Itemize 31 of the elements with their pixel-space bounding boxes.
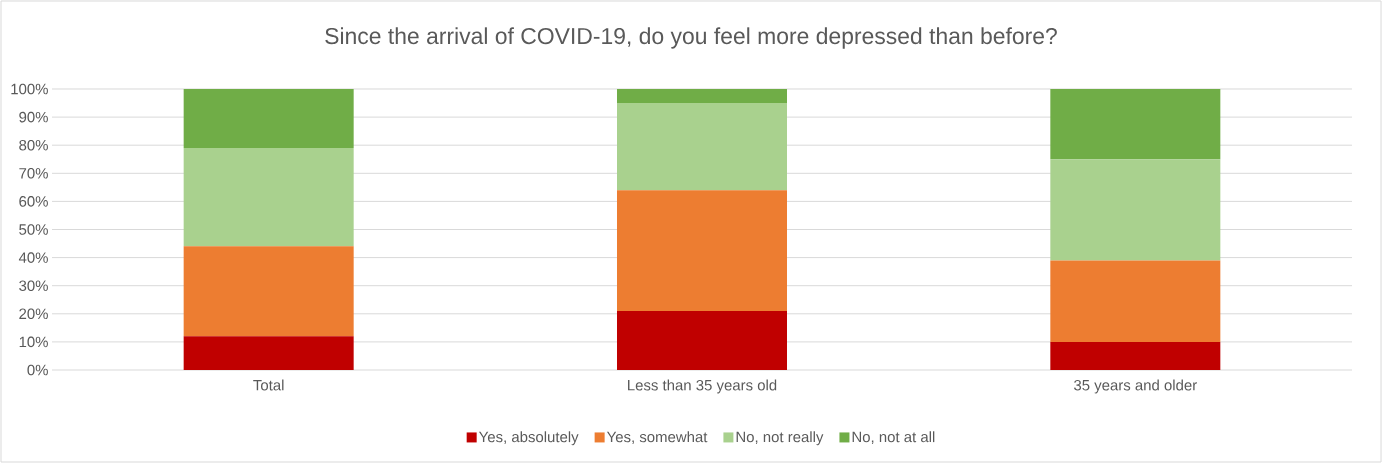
y-tick-label: 60%	[19, 196, 48, 207]
bar	[617, 89, 787, 104]
bar	[1050, 89, 1221, 160]
bar	[1050, 341, 1221, 370]
y-tick-label: 30%	[19, 280, 48, 291]
legend-label: No, not at all	[852, 431, 935, 445]
legend-label: No, not really	[736, 431, 824, 446]
bar	[183, 89, 354, 149]
chart-title: Since the arrival of COVID-19, do you feel more depressed than before?	[325, 27, 1057, 49]
y-tick-label: 20%	[19, 308, 48, 320]
y-tick-label: 90%	[19, 111, 48, 123]
bar	[1050, 260, 1221, 342]
y-tick-label: 50%	[19, 224, 48, 235]
bar	[617, 190, 787, 311]
y-tick-label: 0%	[27, 364, 48, 376]
bar	[1050, 159, 1221, 261]
legend-label: Yes, somewhat	[606, 431, 708, 445]
bar	[183, 336, 354, 370]
y-tick-label: 100%	[11, 83, 48, 95]
y-tick-label: 10%	[19, 336, 48, 348]
y-tick-label: 40%	[18, 252, 48, 263]
x-tick-label: Total	[253, 379, 284, 391]
bar	[183, 246, 354, 337]
bar	[617, 103, 787, 191]
y-tick-label: 80%	[19, 139, 48, 151]
bar	[617, 310, 787, 370]
legend-label: Yes, absolutely	[478, 431, 579, 446]
y-tick-label: 70%	[19, 168, 48, 179]
bar	[183, 148, 354, 247]
x-tick-label: 35 years and older	[1074, 379, 1197, 394]
x-tick-label: Less than 35 years old	[628, 379, 777, 394]
